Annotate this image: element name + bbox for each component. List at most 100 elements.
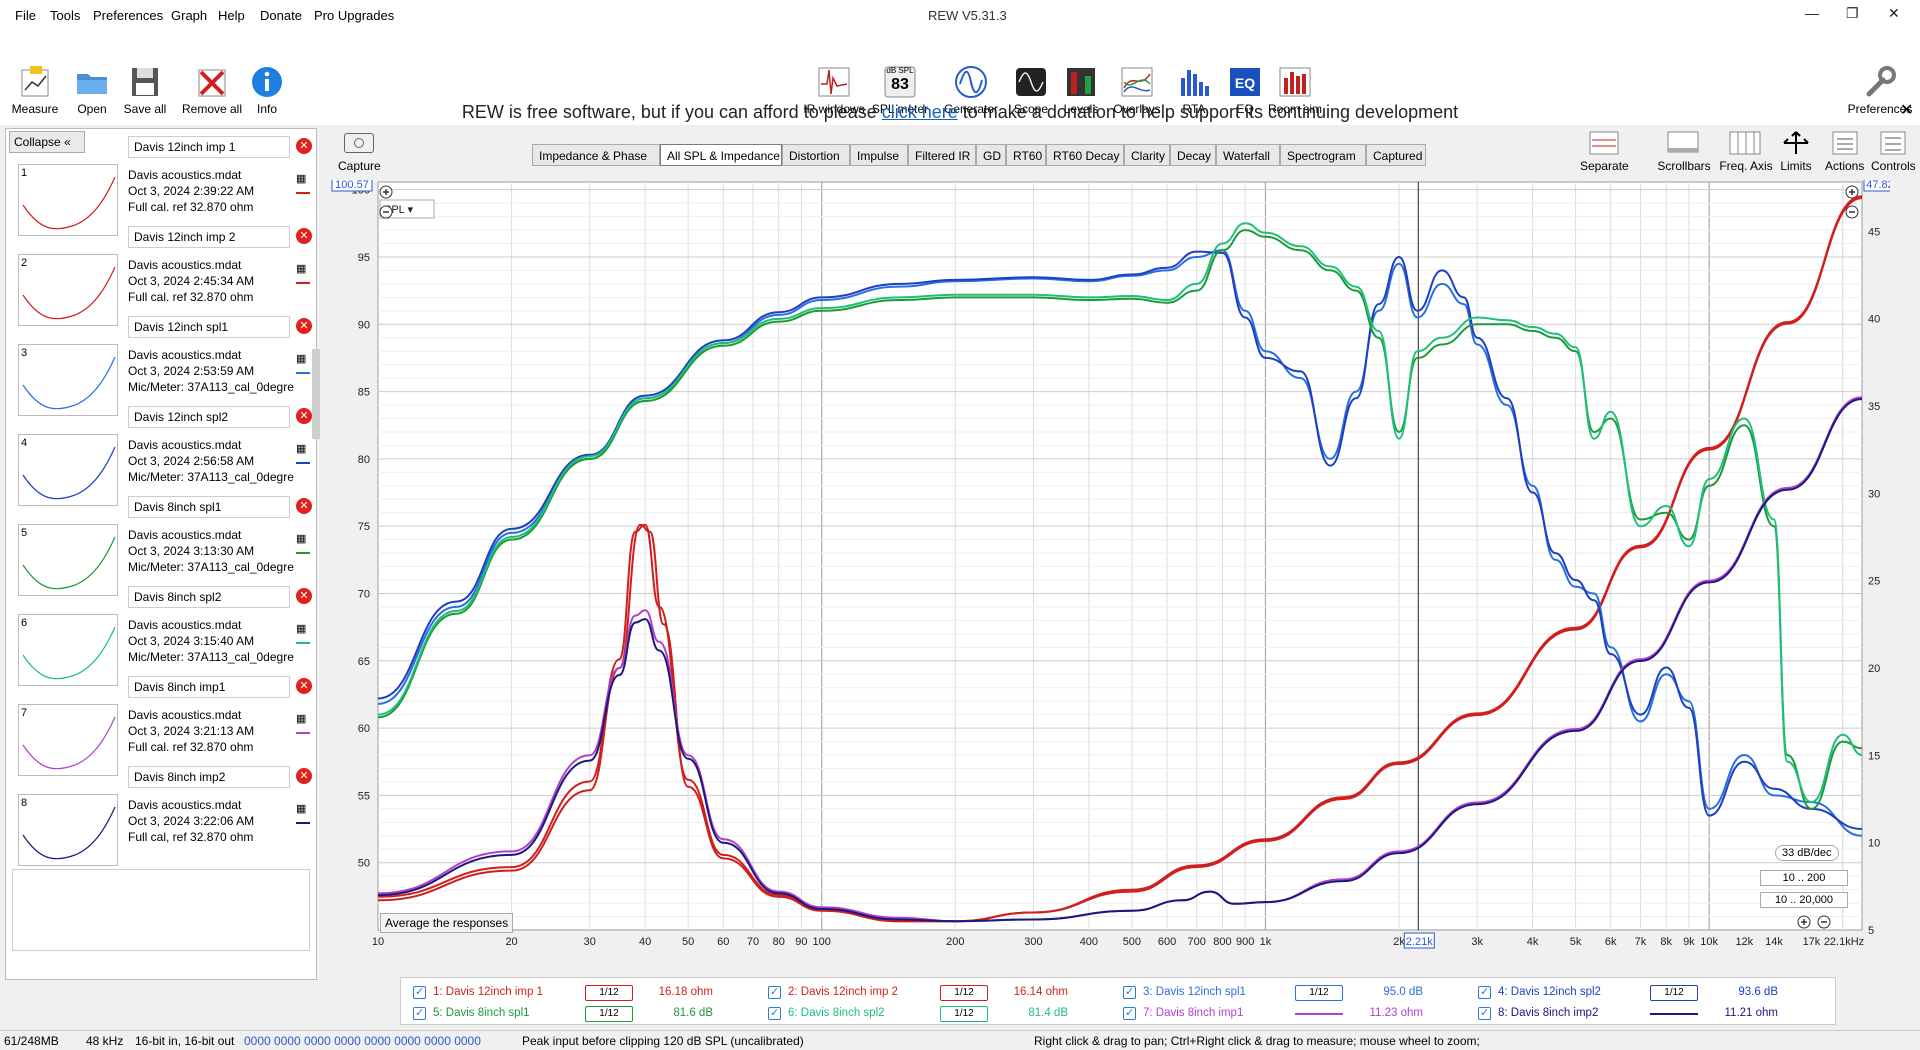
donate-link[interactable]: click here [881, 102, 958, 122]
separate-button[interactable]: Separate [1580, 130, 1629, 173]
measurement-thumbnail[interactable]: 3 [18, 344, 118, 416]
delete-measurement-icon[interactable]: ✕ [296, 498, 312, 514]
remove-all-button[interactable]: Remove all [177, 64, 247, 116]
measurement-color-swatch[interactable] [296, 732, 310, 734]
legend-item[interactable]: 4: Davis 12inch spl2 1/12 93.6 dB [1478, 984, 1828, 1002]
controls-button[interactable]: Controls [1871, 130, 1916, 173]
plot-area[interactable] [377, 181, 1863, 931]
eq-button[interactable]: EQ EQ [1210, 64, 1280, 116]
legend-smoothing-button[interactable]: 1/12 [585, 985, 633, 1001]
tab-impedance-phase[interactable]: Impedance & Phase [532, 144, 660, 166]
measurement-info-icon[interactable]: ▦ [296, 173, 307, 185]
tab-impulse[interactable]: Impulse [850, 144, 908, 166]
legend-checkbox[interactable] [413, 1006, 426, 1020]
freq-axis-button[interactable]: Freq. Axis [1718, 130, 1774, 173]
measurement-notes-area[interactable] [12, 869, 310, 951]
info-button[interactable]: Info [232, 64, 302, 116]
tab-all-spl-impedance[interactable]: All SPL & Impedance [660, 144, 782, 166]
legend-checkbox[interactable] [1478, 1006, 1491, 1020]
limits-button[interactable]: Limits [1776, 130, 1816, 173]
legend-checkbox[interactable] [768, 985, 781, 999]
measurement-info-icon[interactable]: ▦ [296, 533, 307, 545]
menu-help[interactable]: Help [218, 8, 245, 23]
series-line-8[interactable] [377, 398, 1863, 923]
legend-checkbox[interactable] [1478, 985, 1491, 999]
measurement-name-field[interactable]: Davis 12inch spl2 [128, 406, 290, 428]
series-line-4[interactable] [377, 250, 1863, 830]
save-all-button[interactable]: Save all [110, 64, 180, 116]
legend-smoothing-button[interactable]: 1/12 [1295, 985, 1343, 1001]
menu-preferences[interactable]: Preferences [93, 8, 164, 23]
measure-button[interactable]: Measure [0, 64, 70, 116]
frequency-response-chart[interactable]: Sub bassBassLow midMidUpper midPresenceB… [330, 180, 1890, 950]
menu-file[interactable]: File [15, 8, 36, 23]
scope-button[interactable]: Scope [996, 64, 1066, 116]
measurement-name-field[interactable]: Davis 12inch spl1 [128, 316, 290, 338]
measurement-name-field[interactable]: Davis 8inch imp1 [128, 676, 290, 698]
delete-measurement-icon[interactable]: ✕ [296, 318, 312, 334]
rta-button[interactable]: RTA [1159, 64, 1229, 116]
measurement-thumbnail[interactable]: 5 [18, 524, 118, 596]
menu-donate[interactable]: Donate [260, 8, 302, 23]
measurement-color-swatch[interactable] [296, 462, 310, 464]
delete-measurement-icon[interactable]: ✕ [296, 228, 312, 244]
restore-icon[interactable]: ❐ [1846, 5, 1859, 21]
measurement-row[interactable]: 6 Davis 8inch spl2 ✕ Davis acoustics.mdat Oc… [12, 584, 316, 686]
legend-item[interactable]: 7: Davis 8inch imp1 11.23 ohm [1123, 1005, 1473, 1023]
series-line-5[interactable] [377, 229, 1863, 810]
measurement-row[interactable]: 1 Davis 12inch imp 1 ✕ Davis acoustics.mdat… [12, 134, 316, 236]
measurement-info-icon[interactable]: ▦ [296, 803, 307, 815]
measurement-row[interactable]: 2 Davis 12inch imp 2 ✕ Davis acoustics.mdat… [12, 224, 316, 326]
measurement-color-swatch[interactable] [296, 282, 310, 284]
measurement-name-field[interactable]: Davis 12inch imp 1 [128, 136, 290, 158]
average-responses-button[interactable]: Average the responses [380, 913, 514, 933]
measurement-info-icon[interactable]: ▦ [296, 263, 307, 275]
tab-gd[interactable]: GD [976, 144, 1006, 166]
y-axis-select[interactable] [379, 199, 435, 219]
tab-waterfall[interactable]: Waterfall [1216, 144, 1280, 166]
range-200-button[interactable]: 10 .. 200 [1760, 870, 1848, 886]
tab-filtered-ir[interactable]: Filtered IR [908, 144, 976, 166]
delete-measurement-icon[interactable]: ✕ [296, 768, 312, 784]
collapse-button[interactable]: Collapse « [9, 131, 85, 153]
legend-smoothing-button[interactable]: 1/12 [1650, 985, 1698, 1001]
close-window-icon[interactable]: ✕ [1888, 5, 1900, 21]
legend-checkbox[interactable] [1123, 985, 1136, 999]
capture-button[interactable]: Capture [338, 133, 381, 173]
legend-item[interactable]: 5: Davis 8inch spl1 1/12 81.6 dB [413, 1005, 763, 1023]
delete-measurement-icon[interactable]: ✕ [296, 138, 312, 154]
measurement-color-swatch[interactable] [296, 642, 310, 644]
measurement-thumbnail[interactable]: 7 [18, 704, 118, 776]
measurement-row[interactable]: 8 Davis 8inch imp2 ✕ Davis acoustics.mdat Oc… [12, 764, 316, 866]
series-line-2[interactable] [377, 197, 1863, 923]
legend-checkbox[interactable] [768, 1006, 781, 1020]
scrollbars-button[interactable]: Scrollbars [1656, 130, 1712, 173]
range-20000-button[interactable]: 10 .. 20,000 [1760, 892, 1848, 908]
measurement-name-field[interactable]: Davis 12inch imp 2 [128, 226, 290, 248]
measurement-color-swatch[interactable] [296, 372, 310, 374]
legend-smoothing-button[interactable]: 1/12 [940, 985, 988, 1001]
delete-measurement-icon[interactable]: ✕ [296, 408, 312, 424]
legend-item[interactable]: 8: Davis 8inch imp2 11.21 ohm [1478, 1005, 1828, 1023]
measurement-color-swatch[interactable] [296, 822, 310, 824]
measurement-row[interactable]: 4 Davis 12inch spl2 ✕ Davis acoustics.mdat O… [12, 404, 316, 506]
panel-scrollbar[interactable] [312, 349, 320, 439]
measurement-color-swatch[interactable] [296, 552, 310, 554]
measurement-row[interactable]: 5 Davis 8inch spl1 ✕ Davis acoustics.mdat Oc… [12, 494, 316, 596]
delete-measurement-icon[interactable]: ✕ [296, 678, 312, 694]
tab-decay[interactable]: Decay [1170, 144, 1216, 166]
minimize-icon[interactable]: — [1805, 5, 1819, 21]
generator-button[interactable]: Generator [936, 64, 1006, 116]
legend-item[interactable]: 1: Davis 12inch imp 1 1/12 16.18 ohm [413, 984, 763, 1002]
measurement-info-icon[interactable]: ▦ [296, 443, 307, 455]
delete-measurement-icon[interactable]: ✕ [296, 588, 312, 604]
series-line-6[interactable] [377, 222, 1863, 804]
tab-spectrogram[interactable]: Spectrogram [1280, 144, 1366, 166]
preferences-button[interactable]: Preferences [1842, 64, 1918, 116]
ir-windows-button[interactable]: IR windows [799, 64, 869, 116]
menu-tools[interactable]: Tools [50, 8, 81, 23]
legend-checkbox[interactable] [1123, 1006, 1136, 1020]
measurement-name-field[interactable]: Davis 8inch spl2 [128, 586, 290, 608]
tab-captured[interactable]: Captured [1366, 144, 1426, 166]
measurement-info-icon[interactable]: ▦ [296, 353, 307, 365]
